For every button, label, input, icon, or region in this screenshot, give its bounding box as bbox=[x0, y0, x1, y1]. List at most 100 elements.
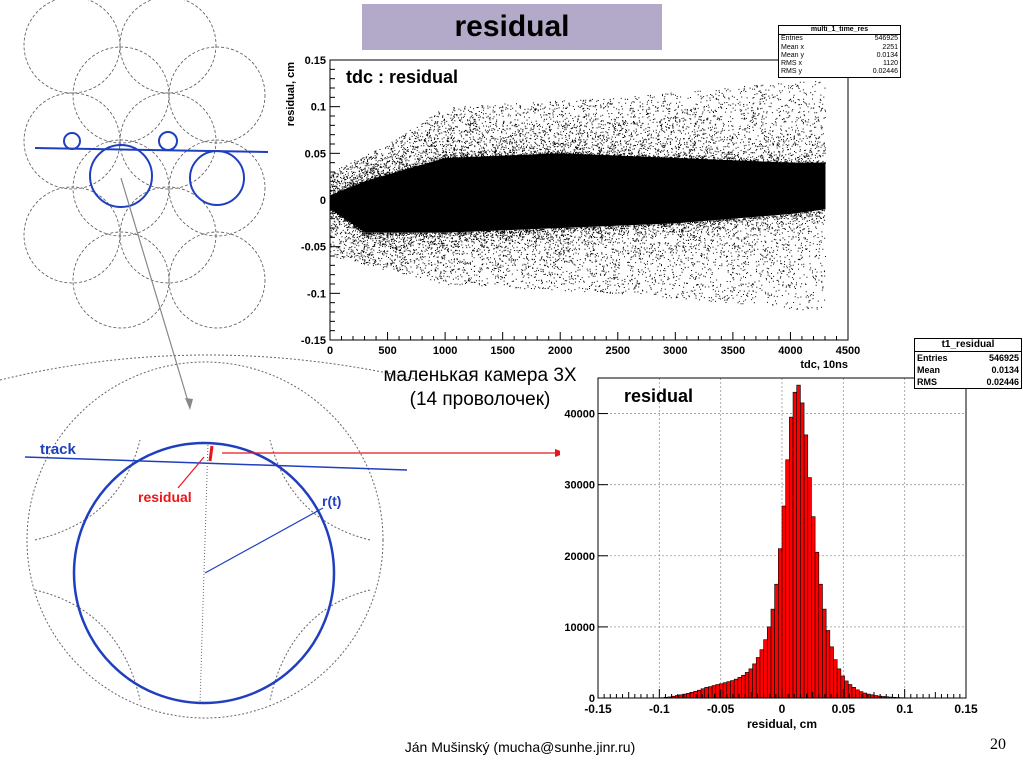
scatter-core-strip bbox=[366, 180, 370, 233]
scatter-core-strip bbox=[465, 157, 469, 232]
scatter-x-tick-label: 500 bbox=[378, 345, 396, 357]
scatter-core-strip bbox=[700, 159, 704, 222]
histogram-bar bbox=[840, 675, 845, 699]
scatter-core-strip bbox=[341, 190, 345, 218]
scatter-core-strip bbox=[728, 160, 732, 219]
scatter-core-strip bbox=[790, 162, 794, 214]
scatter-core-strip bbox=[659, 157, 663, 224]
scatter-core-strip bbox=[532, 154, 536, 230]
scatter-core-strip bbox=[419, 165, 423, 233]
scatter-core-strip bbox=[749, 161, 752, 218]
cell-boundary bbox=[168, 46, 266, 144]
scatter-core-strip bbox=[371, 179, 375, 233]
scatter-stat-value: 0.0134 bbox=[876, 51, 898, 59]
histogram-bar bbox=[722, 682, 728, 699]
slide-title: residual bbox=[454, 10, 570, 43]
to-histogram-arrowhead bbox=[555, 449, 560, 457]
histogram-x-tick-label: -0.05 bbox=[707, 702, 735, 716]
scatter-y-tick-label: -0.15 bbox=[301, 335, 326, 347]
scatter-core-strip bbox=[336, 192, 340, 215]
histogram-bar bbox=[836, 668, 842, 699]
histogram-bar bbox=[741, 674, 746, 699]
scatter-core-strip bbox=[541, 154, 545, 229]
scatter-core-strip bbox=[518, 154, 522, 230]
scatter-x-tick-label: 3500 bbox=[721, 345, 745, 357]
histogram-bar bbox=[730, 680, 735, 699]
scatter-core-strip bbox=[442, 158, 446, 233]
scatter-core-strip bbox=[440, 159, 444, 233]
scatter-core-strip bbox=[382, 175, 386, 233]
scatter-core-strip bbox=[781, 162, 785, 215]
histogram-bar bbox=[811, 516, 816, 699]
scatter-core-strip bbox=[592, 154, 596, 227]
histogram-bar bbox=[759, 649, 764, 699]
scatter-core-strip bbox=[521, 154, 524, 230]
scatter-core-strip bbox=[677, 158, 681, 224]
scatter-core-strip bbox=[498, 155, 501, 231]
scatter-core-strip bbox=[334, 193, 338, 214]
scatter-core-strip bbox=[449, 157, 453, 233]
histogram-stat-row: Mean 0.0134 bbox=[915, 364, 1021, 376]
scatter-core-strip bbox=[560, 153, 564, 228]
scatter-core-strip bbox=[403, 169, 407, 233]
scatter-core-strip bbox=[488, 156, 492, 231]
scatter-core-strip bbox=[339, 191, 343, 217]
scatter-x-tick-label: 4000 bbox=[778, 345, 802, 357]
scatter-core-strip bbox=[675, 158, 679, 224]
scatter-core-strip bbox=[456, 157, 460, 233]
histogram-bar bbox=[770, 608, 775, 699]
scatter-core-strip bbox=[661, 157, 665, 224]
histogram-y-axis: 0 10000 20000 30000 40000 bbox=[564, 409, 608, 705]
cell-boundary bbox=[119, 92, 217, 190]
scatter-core-strip bbox=[475, 156, 478, 232]
hit-circle-small-1 bbox=[63, 132, 81, 150]
scatter-core-strip bbox=[412, 167, 416, 233]
scatter-core-strip bbox=[698, 158, 702, 222]
scatter-y-tick-label: 0.15 bbox=[305, 55, 326, 67]
scatter-core-strip bbox=[732, 160, 736, 219]
scatter-core-strip bbox=[394, 172, 398, 233]
scatter-core-strip bbox=[546, 153, 550, 229]
zoomed-cell: track r(t) residual bbox=[0, 354, 560, 719]
scatter-core-strip bbox=[548, 153, 552, 229]
scatter-core-strip bbox=[597, 154, 600, 227]
histogram-bar bbox=[726, 681, 731, 699]
histogram-bar bbox=[752, 663, 757, 699]
scatter-core-strip bbox=[626, 156, 630, 226]
histogram-stat-row: Entries 546925 bbox=[915, 352, 1021, 364]
scatter-core-strip bbox=[431, 161, 435, 233]
scatter-core-strip bbox=[610, 155, 614, 226]
scatter-core-strip bbox=[808, 162, 812, 212]
scatter-core-strip bbox=[799, 162, 803, 213]
histogram-y-tick-label: 10000 bbox=[564, 622, 595, 634]
scatter-core-strip bbox=[645, 156, 649, 225]
cell-boundary bbox=[119, 186, 217, 284]
scatter-core-strip bbox=[772, 161, 775, 216]
scatter-core-strip bbox=[682, 158, 686, 223]
histogram-bar bbox=[818, 583, 823, 699]
scatter-core-strip bbox=[673, 157, 676, 224]
scatter-core-strip bbox=[357, 183, 361, 229]
histogram-bar bbox=[686, 693, 691, 699]
scatter-core-strip bbox=[725, 160, 729, 220]
scatter-core-strip bbox=[562, 153, 566, 228]
scatter-core-strip bbox=[801, 162, 805, 213]
scatter-core-strip bbox=[511, 155, 515, 230]
scatter-core-strip bbox=[433, 161, 437, 233]
scatter-core-strip bbox=[350, 186, 354, 225]
scatter-core-strip bbox=[652, 157, 656, 225]
histogram-bars bbox=[660, 384, 915, 699]
scatter-core-strip bbox=[606, 155, 610, 227]
scatter-core-strip bbox=[576, 154, 580, 228]
histogram-x-tick-label: 0.15 bbox=[954, 702, 978, 716]
scatter-core-strip bbox=[353, 185, 356, 226]
scatter-core-strip bbox=[346, 188, 349, 221]
scatter-core-strip bbox=[445, 157, 448, 233]
scatter-core-strip bbox=[617, 155, 621, 226]
histogram-bar bbox=[715, 684, 720, 699]
scatter-core-strip bbox=[479, 156, 483, 232]
histogram-bar bbox=[719, 683, 724, 699]
scatter-core-strip bbox=[594, 154, 598, 227]
scatter-halo-points bbox=[330, 81, 826, 311]
histogram-stat-key: Mean bbox=[917, 365, 941, 375]
